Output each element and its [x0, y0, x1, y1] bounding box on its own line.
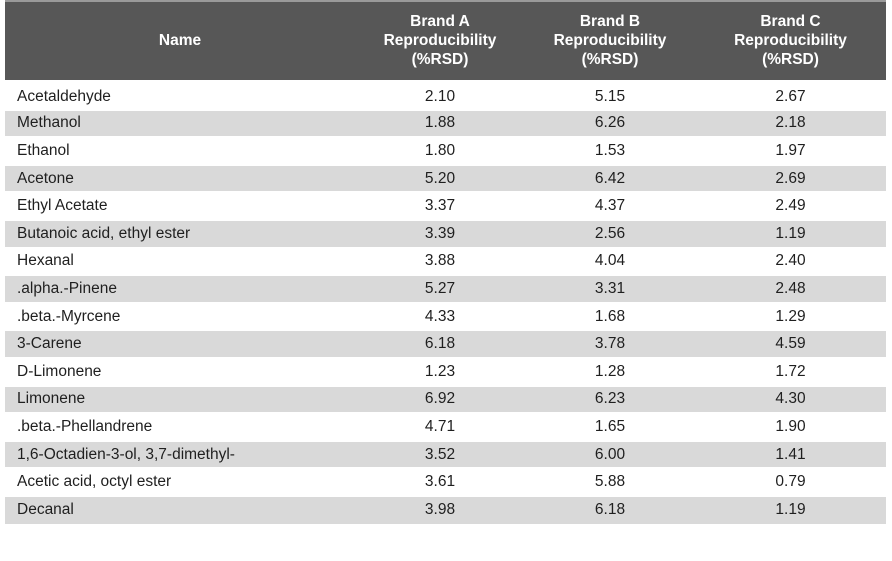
brand-c-value-cell: 2.67	[695, 81, 886, 110]
brand-b-value-cell: 3.31	[525, 274, 695, 303]
brand-c-value-cell: 1.29	[695, 301, 886, 331]
compound-name-cell: Limonene	[5, 384, 355, 414]
brand-a-value-cell: 6.92	[355, 384, 525, 414]
brand-b-value-cell: 1.53	[525, 136, 695, 165]
brand-c-value-cell: 2.48	[695, 274, 886, 303]
brand-b-value-cell: 5.15	[525, 81, 695, 110]
brand-a-value-cell: 3.98	[355, 494, 525, 524]
brand-a-value-cell: 1.80	[355, 136, 525, 165]
brand-c-value-cell: 1.97	[695, 136, 886, 165]
brand-a-value-cell: 5.20	[355, 163, 525, 193]
brand-b-value-cell: 1.65	[525, 412, 695, 441]
header-row: Name Brand A Reproducibility (%RSD) Bran…	[5, 2, 886, 85]
brand-c-value-cell: 2.40	[695, 246, 886, 276]
table-row: Acetaldehyde 2.10 5.15 2.67	[5, 81, 886, 110]
brand-b-value-cell: 2.56	[525, 218, 695, 248]
table-row: Limonene 6.92 6.23 4.30	[5, 384, 886, 414]
brand-b-value-cell: 5.88	[525, 467, 695, 496]
brand-a-value-cell: 4.71	[355, 412, 525, 441]
brand-a-value-cell: 3.88	[355, 246, 525, 276]
table-row: .beta.-Phellandrene 4.71 1.65 1.90	[5, 412, 886, 441]
brand-c-value-cell: 4.30	[695, 384, 886, 414]
brand-c-value-cell: 2.18	[695, 108, 886, 138]
compound-name-cell: Butanoic acid, ethyl ester	[5, 218, 355, 248]
compound-name-cell: .beta.-Myrcene	[5, 301, 355, 331]
column-header-name: Name	[5, 2, 355, 85]
brand-c-value-cell: 1.90	[695, 412, 886, 441]
compound-name-cell: Methanol	[5, 108, 355, 138]
brand-b-value-cell: 3.78	[525, 329, 695, 358]
compound-name-cell: Acetone	[5, 163, 355, 193]
compound-name-cell: Ethyl Acetate	[5, 191, 355, 220]
brand-c-value-cell: 2.49	[695, 191, 886, 220]
compound-name-cell: .alpha.-Pinene	[5, 274, 355, 303]
table-row: Ethyl Acetate 3.37 4.37 2.49	[5, 191, 886, 220]
brand-c-value-cell: 1.41	[695, 439, 886, 469]
brand-b-value-cell: 1.28	[525, 356, 695, 386]
compound-name-cell: Ethanol	[5, 136, 355, 165]
reproducibility-table: Name Brand A Reproducibility (%RSD) Bran…	[5, 2, 886, 524]
table-row: Butanoic acid, ethyl ester 3.39 2.56 1.19	[5, 218, 886, 248]
brand-b-value-cell: 4.04	[525, 246, 695, 276]
brand-b-value-cell: 1.68	[525, 301, 695, 331]
table-row: Hexanal 3.88 4.04 2.40	[5, 246, 886, 276]
brand-c-value-cell: 1.19	[695, 494, 886, 524]
reproducibility-table-container: Name Brand A Reproducibility (%RSD) Bran…	[5, 0, 886, 524]
brand-b-value-cell: 4.37	[525, 191, 695, 220]
brand-b-value-cell: 6.42	[525, 163, 695, 193]
table-row: D-Limonene 1.23 1.28 1.72	[5, 356, 886, 386]
brand-a-value-cell: 3.61	[355, 467, 525, 496]
table-row: Decanal 3.98 6.18 1.19	[5, 494, 886, 524]
brand-a-value-cell: 2.10	[355, 81, 525, 110]
compound-name-cell: Hexanal	[5, 246, 355, 276]
column-header-brand-c: Brand C Reproducibility (%RSD)	[695, 2, 886, 85]
brand-a-value-cell: 3.39	[355, 218, 525, 248]
column-header-brand-a: Brand A Reproducibility (%RSD)	[355, 2, 525, 85]
table-row: 1,6-Octadien-3-ol, 3,7-dimethyl- 3.52 6.00…	[5, 439, 886, 469]
table-header: Name Brand A Reproducibility (%RSD) Bran…	[5, 2, 886, 85]
brand-b-value-cell: 6.26	[525, 108, 695, 138]
brand-c-value-cell: 2.69	[695, 163, 886, 193]
brand-a-value-cell: 3.52	[355, 439, 525, 469]
compound-name-cell: D-Limonene	[5, 356, 355, 386]
table-row: .beta.-Myrcene 4.33 1.68 1.29	[5, 301, 886, 331]
table-row: Acetone 5.20 6.42 2.69	[5, 163, 886, 193]
brand-b-value-cell: 6.00	[525, 439, 695, 469]
brand-a-value-cell: 4.33	[355, 301, 525, 331]
brand-b-value-cell: 6.18	[525, 494, 695, 524]
brand-a-value-cell: 6.18	[355, 329, 525, 358]
brand-b-value-cell: 6.23	[525, 384, 695, 414]
brand-c-value-cell: 0.79	[695, 467, 886, 496]
compound-name-cell: 3-Carene	[5, 329, 355, 358]
table-row: Methanol 1.88 6.26 2.18	[5, 108, 886, 138]
compound-name-cell: .beta.-Phellandrene	[5, 412, 355, 441]
table-body: Acetaldehyde 2.10 5.15 2.67 Methanol 1.88 6.26…	[5, 81, 886, 524]
brand-a-value-cell: 1.88	[355, 108, 525, 138]
brand-c-value-cell: 1.19	[695, 218, 886, 248]
brand-a-value-cell: 5.27	[355, 274, 525, 303]
column-header-brand-b: Brand B Reproducibility (%RSD)	[525, 2, 695, 85]
compound-name-cell: Acetaldehyde	[5, 81, 355, 110]
table-row: .alpha.-Pinene 5.27 3.31 2.48	[5, 274, 886, 303]
compound-name-cell: 1,6-Octadien-3-ol, 3,7-dimethyl-	[5, 439, 355, 469]
table-row: Acetic acid, octyl ester 3.61 5.88 0.79	[5, 467, 886, 496]
table-row: Ethanol 1.80 1.53 1.97	[5, 136, 886, 165]
brand-c-value-cell: 4.59	[695, 329, 886, 358]
compound-name-cell: Decanal	[5, 494, 355, 524]
brand-a-value-cell: 1.23	[355, 356, 525, 386]
compound-name-cell: Acetic acid, octyl ester	[5, 467, 355, 496]
table-row: 3-Carene 6.18 3.78 4.59	[5, 329, 886, 358]
brand-a-value-cell: 3.37	[355, 191, 525, 220]
brand-c-value-cell: 1.72	[695, 356, 886, 386]
